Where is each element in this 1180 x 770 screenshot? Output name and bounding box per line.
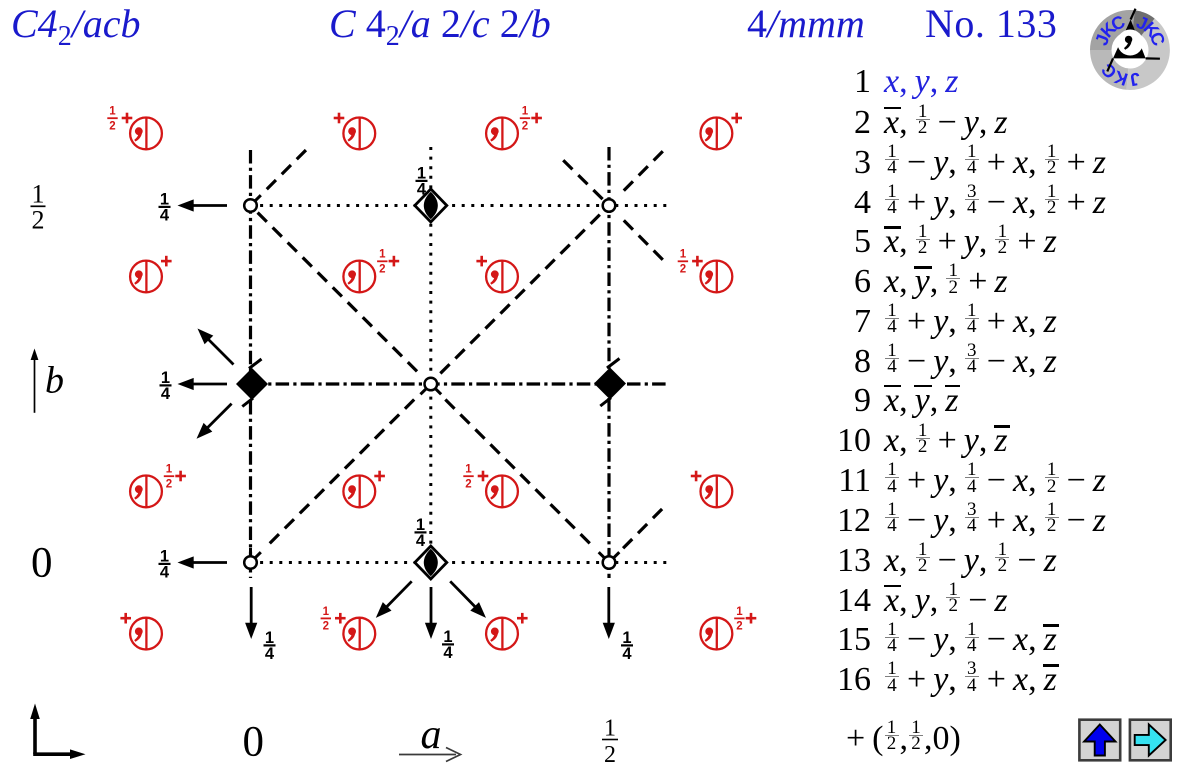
svg-text:4: 4	[160, 564, 170, 582]
svg-text:J: J	[1128, 68, 1141, 89]
svg-text:1: 1	[32, 180, 45, 209]
svg-text:1: 1	[416, 516, 425, 534]
svg-text:1: 1	[522, 106, 529, 118]
svg-text:4: 4	[265, 645, 275, 663]
svg-text:4: 4	[160, 207, 170, 225]
svg-text:1: 1	[160, 191, 169, 209]
svg-text:1: 1	[323, 606, 330, 618]
svg-text:0: 0	[243, 719, 265, 766]
svg-text:1: 1	[417, 165, 426, 183]
svg-text:4: 4	[443, 644, 453, 662]
svg-text:4: 4	[622, 645, 632, 663]
svg-text:4: 4	[161, 385, 171, 403]
svg-text:a: a	[421, 712, 442, 758]
svg-text:1: 1	[604, 716, 616, 742]
svg-text:1: 1	[465, 464, 472, 476]
svg-text:2: 2	[379, 264, 385, 276]
svg-text:1: 1	[622, 629, 631, 647]
svg-text:1: 1	[160, 548, 169, 566]
svg-text:2: 2	[465, 479, 471, 491]
svg-text:1: 1	[265, 629, 274, 647]
svg-text:2: 2	[604, 742, 616, 768]
svg-text:2: 2	[32, 206, 45, 235]
svg-text:K: K	[1112, 67, 1131, 90]
svg-text:4: 4	[417, 181, 427, 199]
svg-text:1: 1	[161, 369, 170, 387]
svg-text:2: 2	[166, 479, 172, 491]
svg-text:1: 1	[443, 628, 452, 646]
svg-text:1: 1	[379, 249, 386, 261]
svg-text:2: 2	[680, 264, 686, 276]
svg-text:1: 1	[109, 106, 116, 118]
svg-text:4: 4	[416, 532, 426, 550]
svg-text:b: b	[45, 360, 64, 402]
svg-text:1: 1	[680, 249, 687, 261]
svg-text:0: 0	[31, 540, 53, 587]
svg-text:1: 1	[166, 464, 173, 476]
svg-text:2: 2	[522, 121, 528, 133]
svg-text:1: 1	[736, 606, 743, 618]
svg-text:2: 2	[736, 621, 742, 633]
svg-text:2: 2	[323, 621, 329, 633]
svg-text:2: 2	[109, 121, 115, 133]
